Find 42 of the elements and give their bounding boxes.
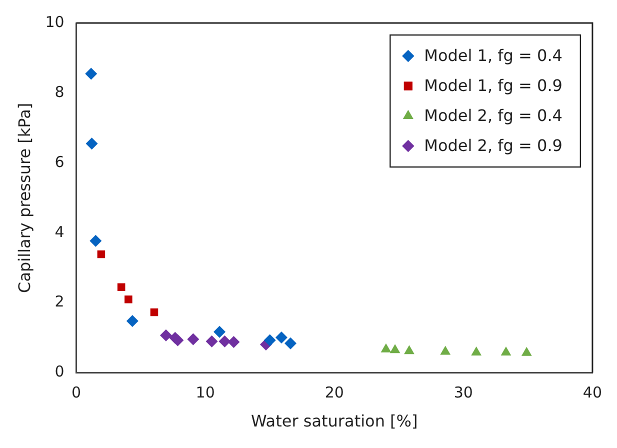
point <box>390 344 400 354</box>
y-tick-label: 4 <box>54 222 64 241</box>
point <box>284 337 296 350</box>
point <box>85 68 98 80</box>
legend-label: Model 2, fg = 0.9 <box>424 136 562 156</box>
x-tick-label: 20 <box>324 384 344 402</box>
point <box>214 326 226 338</box>
point <box>126 315 138 328</box>
x-axis-title: Water saturation [%] <box>250 412 418 431</box>
y-axis-title: Capillary pressure [kPa] <box>14 102 34 293</box>
point <box>471 346 482 356</box>
point <box>404 345 414 354</box>
x-tick-label: 40 <box>582 384 602 402</box>
point <box>187 333 200 346</box>
point <box>160 329 172 342</box>
point <box>124 295 132 304</box>
point <box>206 335 218 348</box>
point <box>172 334 184 346</box>
point <box>218 335 231 348</box>
y-tick-label: 6 <box>54 152 64 171</box>
point <box>86 138 98 150</box>
point <box>228 336 240 348</box>
point <box>117 283 126 291</box>
point <box>500 346 512 356</box>
point <box>90 234 102 247</box>
y-tick-label: 8 <box>54 82 64 101</box>
point <box>150 308 158 316</box>
x-tick-label: 10 <box>196 384 215 402</box>
point <box>97 250 106 258</box>
legend-label: Model 1, fg = 0.9 <box>424 76 562 96</box>
legend-label: Model 1, fg = 0.4 <box>424 46 562 66</box>
legend-label: Model 2, fg = 0.4 <box>424 106 562 126</box>
y-tick-label: 10 <box>45 12 64 31</box>
point <box>521 346 532 356</box>
point <box>440 346 451 355</box>
x-tick-label: 0 <box>72 384 82 402</box>
point <box>275 331 288 344</box>
y-tick-label: 2 <box>54 292 64 311</box>
x-tick-label: 30 <box>454 384 473 402</box>
y-tick-label: 0 <box>54 362 64 381</box>
point <box>264 334 276 346</box>
point <box>380 343 392 352</box>
